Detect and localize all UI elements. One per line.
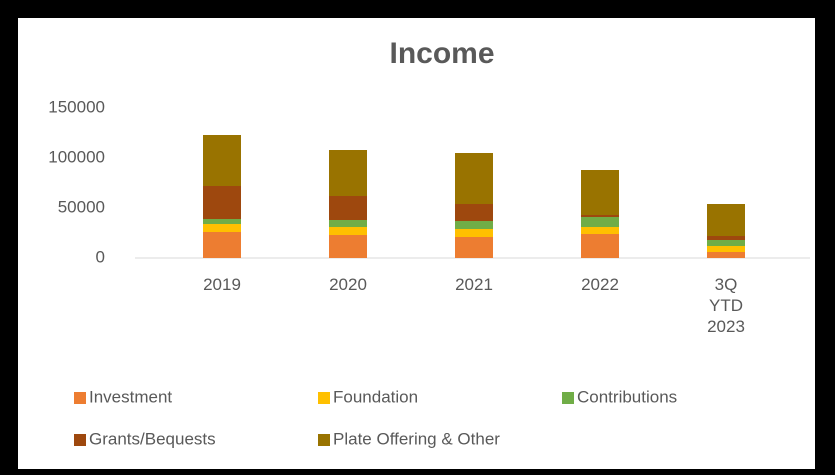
legend-label: Foundation xyxy=(333,387,418,406)
bar-segment xyxy=(581,234,619,258)
x-tick-label: 3Q YTD 2023 xyxy=(707,275,745,336)
bar-segment xyxy=(581,215,619,217)
bar-segment xyxy=(707,252,745,258)
bar-segment xyxy=(581,170,619,215)
bar-segment xyxy=(203,224,241,232)
bar-segment xyxy=(203,135,241,186)
x-tick-label: 2022 xyxy=(581,275,619,294)
bar-segment xyxy=(203,186,241,219)
bar-segment xyxy=(455,221,493,229)
bar-segment xyxy=(203,232,241,258)
bar-segment xyxy=(707,236,745,240)
x-tick-label: 2020 xyxy=(329,275,367,294)
bar-segment xyxy=(329,196,367,220)
bar-segment xyxy=(329,235,367,258)
legend-swatch xyxy=(318,392,330,404)
legend-swatch xyxy=(562,392,574,404)
bar-segment xyxy=(455,237,493,258)
legend-label: Contributions xyxy=(577,387,677,406)
legend-label: Investment xyxy=(89,387,172,406)
bar-segment xyxy=(329,150,367,196)
y-tick-label: 100000 xyxy=(48,147,105,166)
bar-segment xyxy=(455,204,493,221)
chart: Income 0 50000 100000 150000 Investment Found… xyxy=(48,37,810,448)
y-tick-label: 50000 xyxy=(58,197,105,216)
x-tick-label: 2019 xyxy=(203,275,241,294)
legend-label: Grants/Bequests xyxy=(89,429,216,448)
x-tick-label: 2021 xyxy=(455,275,493,294)
legend-swatch xyxy=(318,434,330,446)
legend-swatch xyxy=(74,434,86,446)
legend-swatch xyxy=(74,392,86,404)
bar-segment xyxy=(581,217,619,227)
bar-segment xyxy=(707,246,745,252)
bar-segment xyxy=(329,220,367,227)
bar-segment xyxy=(329,227,367,235)
bar-segment xyxy=(707,240,745,246)
bar-segment xyxy=(707,204,745,236)
legend-label: Plate Offering & Other xyxy=(333,429,500,448)
bar-segment xyxy=(455,229,493,237)
bar-segment xyxy=(455,153,493,204)
y-tick-label: 150000 xyxy=(48,97,105,116)
y-tick-label: 0 xyxy=(96,247,105,266)
chart-panel: Income 0 50000 100000 150000 Investment Found… xyxy=(18,18,815,469)
chart-title: Income xyxy=(389,37,494,70)
bar-segment xyxy=(581,227,619,234)
bar-segment xyxy=(203,219,241,224)
